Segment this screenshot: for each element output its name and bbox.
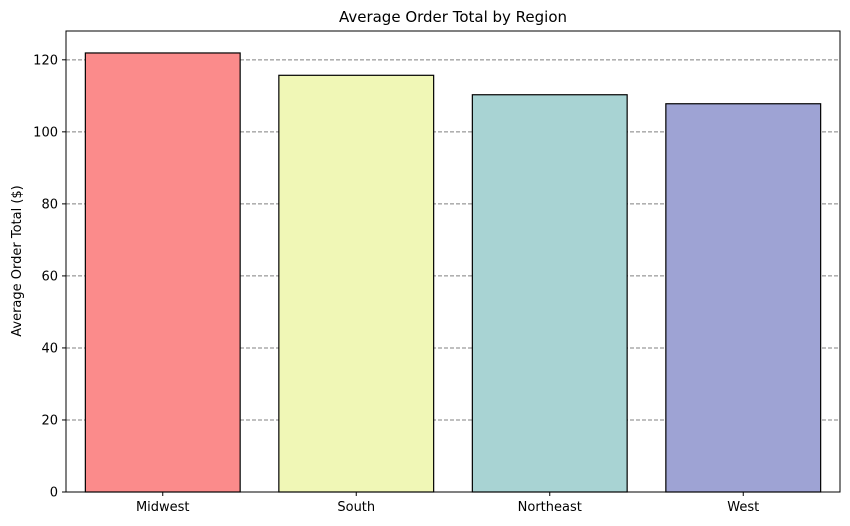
plot-frame xyxy=(65,30,841,493)
y-tick-label: 100 xyxy=(33,125,58,140)
x-axis-ticks: Midwest South Northeast West xyxy=(136,492,759,515)
y-tick-label: 80 xyxy=(41,197,58,212)
bar-northeast xyxy=(471,94,628,493)
x-tick-label: Midwest xyxy=(136,500,190,515)
chart-title: Average Order Total by Region xyxy=(339,8,567,26)
x-tick-label: West xyxy=(727,500,759,515)
y-axis-label: Average Order Total ($) xyxy=(10,185,25,337)
y-tick-label: 40 xyxy=(41,341,58,356)
bar-south xyxy=(278,74,435,493)
bar-midwest xyxy=(84,52,241,493)
y-tick-label: 60 xyxy=(41,269,58,284)
y-tick-label: 20 xyxy=(41,413,58,428)
y-axis-ticks: 0 20 40 60 80 100 120 xyxy=(33,53,66,501)
bars xyxy=(84,52,822,493)
x-tick-label: Northeast xyxy=(518,500,582,515)
x-tick-label: South xyxy=(337,500,375,515)
y-tick-label: 120 xyxy=(33,53,58,68)
bar-west xyxy=(665,103,822,493)
y-tick-label: 0 xyxy=(50,486,58,501)
